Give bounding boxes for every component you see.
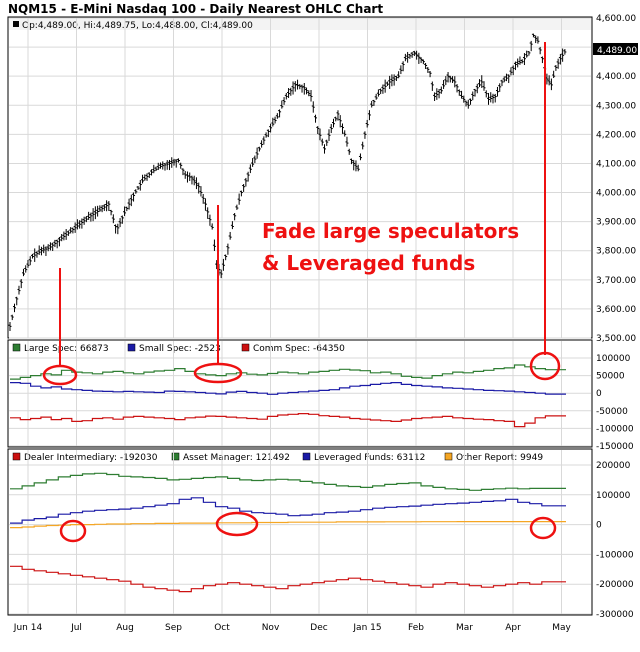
x-tick-label: Dec: [310, 623, 327, 633]
cot-detail-grid: [9, 450, 591, 615]
cot-panel-frame: [7, 339, 593, 448]
x-tick-label: May: [552, 623, 571, 633]
series-small-spec: [10, 382, 566, 395]
series-dealer-intermediary: [10, 565, 566, 593]
price-y-tick: 4,300.00: [596, 101, 636, 111]
legend-swatch-small-spec: [127, 343, 136, 352]
annotation-markers: [42, 42, 561, 543]
annotation-circle: [42, 364, 78, 386]
price-y-tick: 4,400.00: [596, 72, 636, 82]
x-tick-label: Jul: [70, 623, 82, 633]
panel-y-tick: 100000: [596, 491, 631, 501]
x-tick-label: Nov: [262, 623, 280, 633]
panel-y-tick: -100000: [596, 424, 634, 434]
legend-swatch-comm-spec: [241, 343, 250, 352]
ohlc-legend-swatch: [13, 21, 19, 27]
x-tick-label: Jun 14: [13, 623, 43, 633]
last-price-tag-bg: [593, 43, 638, 55]
annotation-circle: [529, 351, 561, 381]
annotation-circle: [193, 362, 243, 384]
series-comm-spec: [10, 413, 566, 428]
x-tick-label: Jan 15: [352, 623, 381, 633]
legend-swatch-leveraged: [302, 452, 311, 461]
x-tick-label: Feb: [408, 623, 424, 633]
cot-detail-y-axis: 200000 100000 0 -100000 -200000 -300000: [596, 461, 634, 620]
legend-swatch-dealer: [12, 452, 21, 461]
panel-y-tick: -100000: [596, 550, 634, 560]
price-y-tick: 4,100.00: [596, 159, 636, 169]
cot-detail-series: [10, 472, 566, 593]
price-y-tick: 4,200.00: [596, 130, 636, 140]
legend-swatch-asset-manager: [171, 452, 180, 461]
price-y-tick: 3,700.00: [596, 276, 636, 286]
series-leveraged-funds: [10, 497, 566, 524]
legend-comm-spec: Comm Spec: -64350: [253, 344, 345, 354]
panel-y-tick: -300000: [596, 610, 634, 620]
x-tick-label: Mar: [456, 623, 473, 633]
legend-swatch-large-spec: [12, 343, 21, 352]
price-y-tick: 4,000.00: [596, 189, 636, 199]
panel-y-tick: 0: [596, 389, 602, 399]
annotation-line-1: Fade large speculators: [262, 219, 519, 243]
price-series: [8, 33, 567, 332]
cot-series: [10, 364, 566, 428]
x-tick-label: Aug: [116, 623, 134, 633]
cot-detail-panel-frame: [7, 448, 593, 616]
ohlc-legend-label: Op:4,489.00, Hi:4,489.75, Lo:4,488.00, C…: [22, 21, 253, 31]
x-tick-label: Sep: [165, 623, 182, 633]
price-y-tick: 3,500.00: [596, 334, 636, 344]
panel-y-tick: -200000: [596, 580, 634, 590]
legend-leveraged: Leveraged Funds: 63112: [314, 453, 425, 463]
legend-other: Other Report: 9949: [456, 453, 543, 463]
x-tick-label: Apr: [505, 623, 521, 633]
panel-y-tick: 0: [596, 521, 602, 531]
legend-asset-manager: Asset Manager: 121492: [183, 453, 290, 463]
price-y-tick: 3,600.00: [596, 305, 636, 315]
price-grid: [9, 17, 591, 339]
price-y-axis: 4,600.004,500.004,400.004,300.004,200.00…: [596, 14, 636, 344]
x-tick-label: Oct: [214, 623, 230, 633]
series-asset-manager: [10, 472, 566, 491]
cot-y-axis: 100000 50000 0 -50000 -100000 -150000: [596, 354, 634, 452]
series-large-spec: [10, 364, 566, 380]
annotation-line-2: & Leveraged funds: [262, 251, 475, 275]
chart-title: NQM15 - E-Mini Nasdaq 100 - Daily Neares…: [8, 2, 384, 16]
ohlc-header-bg: [9, 18, 591, 30]
panel-y-tick: 200000: [596, 461, 631, 471]
legend-small-spec: Small Spec: -2523: [139, 344, 221, 354]
price-y-tick: 4,600.00: [596, 14, 636, 24]
panel-y-tick: -150000: [596, 442, 634, 452]
cot-grid: [9, 341, 591, 447]
price-y-tick: 3,900.00: [596, 218, 636, 228]
price-panel-frame: [7, 16, 593, 339]
annotation-circle: [59, 519, 87, 543]
annotation-circle: [215, 511, 259, 537]
annotation-circle: [529, 516, 557, 540]
panel-y-tick: -50000: [596, 407, 628, 417]
legend-dealer: Dealer Intermediary: -192030: [24, 453, 158, 463]
legend-swatch-other: [444, 452, 453, 461]
x-axis: Jun 14 Jul Aug Sep Oct Nov Dec Jan 15 Feb Mar Apr M…: [13, 623, 572, 633]
last-price-tag: 4,489.00: [597, 46, 637, 56]
price-y-tick: 3,800.00: [596, 247, 636, 257]
panel-y-tick: 50000: [596, 372, 625, 382]
panel-y-tick: 100000: [596, 354, 631, 364]
legend-large-spec: Large Spec: 66873: [24, 344, 109, 354]
series-other-report: [10, 521, 566, 529]
